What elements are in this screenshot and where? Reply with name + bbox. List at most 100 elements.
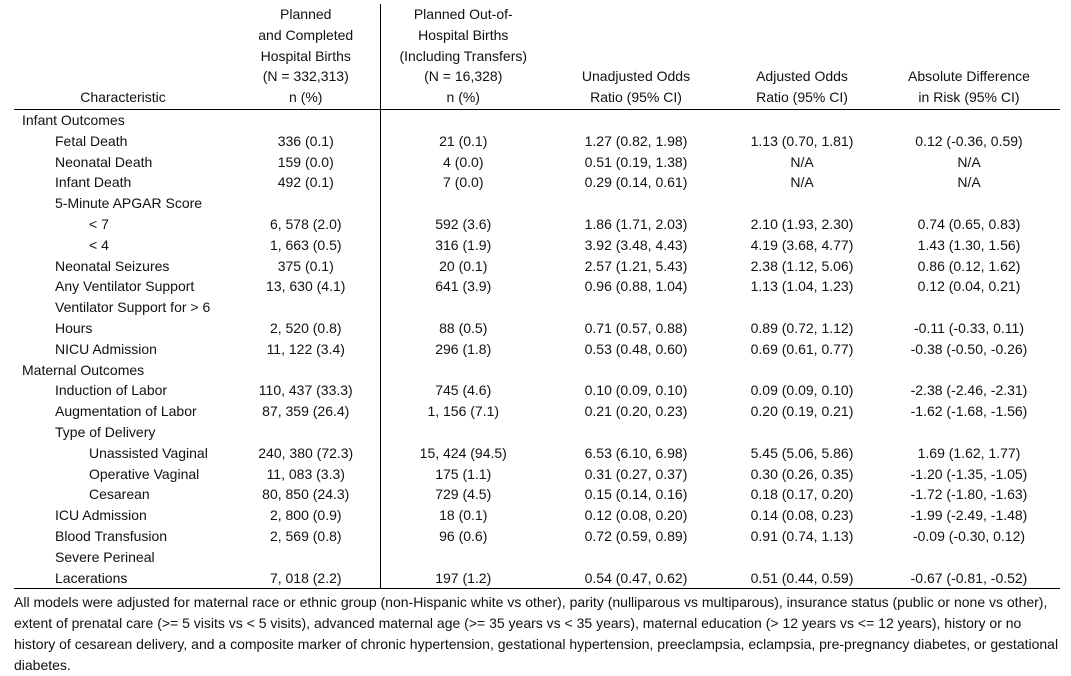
cell-adjusted-odds-ratio <box>726 193 878 214</box>
cell-absolute-difference: 0.12 (0.04, 0.21) <box>917 278 1021 295</box>
cell-out-of-hospital-births <box>380 547 546 568</box>
cell-hospital-births: 11, 122 (3.4) <box>232 338 381 360</box>
cell-unadjusted-odds-ratio: 0.21 (0.20, 0.23) <box>584 403 688 420</box>
cell-unadjusted-odds-ratio: 0.71 (0.57, 0.88) <box>584 319 688 336</box>
cell-unadjusted-odds-ratio <box>546 109 726 130</box>
cell-unadjusted-odds-ratio <box>546 297 726 318</box>
row-label: Any Ventilator Support <box>55 278 195 295</box>
cell-hospital-births: 11, 083 (3.3) <box>232 463 381 485</box>
table-row: Induction of Labor 110, 437 (33.3) 745 (4.… <box>14 380 1060 402</box>
cell-unadjusted-odds-ratio <box>546 193 726 214</box>
cell-hospital-births: 2, 520 (0.8) <box>232 317 381 339</box>
table-row: Operative Vaginal 11, 083 (3.3) 175 (1.1) 0… <box>14 463 1060 485</box>
cell-hospital-births: 13, 630 (4.1) <box>232 276 381 298</box>
header-out-of-hospital-births: Planned Out-of- Hospital Births (Includi… <box>380 4 546 110</box>
cell-out-of-hospital-births: 729 (4.5) <box>435 486 492 503</box>
cell-adjusted-odds-ratio <box>726 547 878 568</box>
table-row: Unassisted Vaginal 240, 380 (72.3) 15, 424… <box>14 442 1060 464</box>
cell-absolute-difference: 0.74 (0.65, 0.83) <box>917 215 1021 232</box>
header-absolute-difference: Absolute Difference in Risk (95% CI) <box>878 4 1060 110</box>
cell-adjusted-odds-ratio: 0.89 (0.72, 1.12) <box>750 319 854 336</box>
cell-unadjusted-odds-ratio: 0.10 (0.09, 0.10) <box>584 382 688 399</box>
cell-adjusted-odds-ratio: 0.09 (0.09, 0.10) <box>750 382 854 399</box>
table-row: Any Ventilator Support 13, 630 (4.1) 641 (… <box>14 276 1060 298</box>
cell-absolute-difference: -0.09 (-0.30, 0.12) <box>912 527 1026 544</box>
cell-adjusted-odds-ratio <box>726 422 878 443</box>
cell-adjusted-odds-ratio: 4.19 (3.68, 4.77) <box>750 236 854 253</box>
cell-absolute-difference <box>878 360 1060 381</box>
cell-adjusted-odds-ratio: 0.69 (0.61, 0.77) <box>750 340 854 357</box>
cell-absolute-difference <box>878 109 1060 130</box>
row-label: Fetal Death <box>55 132 128 149</box>
cell-hospital-births: 2, 569 (0.8) <box>232 525 381 547</box>
cell-unadjusted-odds-ratio: 1.86 (1.71, 2.03) <box>584 215 688 232</box>
cell-hospital-births: 80, 850 (24.3) <box>232 484 381 506</box>
cell-out-of-hospital-births <box>380 193 546 214</box>
cell-out-of-hospital-births: 641 (3.9) <box>435 278 492 295</box>
cell-out-of-hospital-births: 96 (0.6) <box>439 527 488 544</box>
table-row: Severe Perineal <box>14 546 1060 568</box>
cell-out-of-hospital-births <box>380 109 546 130</box>
cell-absolute-difference: 0.12 (-0.36, 0.59) <box>915 132 1023 149</box>
table-row: Fetal Death 336 (0.1) 21 (0.1) 1.27 (0.82, … <box>14 130 1060 152</box>
cell-absolute-difference: -1.62 (-1.68, -1.56) <box>910 403 1028 420</box>
table-row: Blood Transfusion 2, 569 (0.8) 96 (0.6) 0.7… <box>14 525 1060 547</box>
cell-absolute-difference: 1.69 (1.62, 1.77) <box>917 444 1021 461</box>
cell-adjusted-odds-ratio: 2.10 (1.93, 2.30) <box>750 215 854 232</box>
outcomes-table: Characteristic Planned and Completed Hos… <box>14 4 1060 676</box>
cell-absolute-difference: -0.11 (-0.33, 0.11) <box>914 319 1024 336</box>
cell-hospital-births: 87, 359 (26.4) <box>232 401 381 422</box>
section-label: Type of Delivery <box>55 423 156 440</box>
cell-hospital-births: 6, 578 (2.0) <box>232 213 381 235</box>
cell-hospital-births: 336 (0.1) <box>232 130 381 152</box>
cell-out-of-hospital-births: 745 (4.6) <box>435 382 492 399</box>
cell-adjusted-odds-ratio: 1.13 (0.70, 1.81) <box>750 132 854 149</box>
row-label: Infant Death <box>55 174 132 191</box>
cell-out-of-hospital-births: 18 (0.1) <box>439 507 488 524</box>
cell-absolute-difference: -1.72 (-1.80, -1.63) <box>910 486 1028 503</box>
cell-unadjusted-odds-ratio: 0.54 (0.47, 0.62) <box>584 569 688 586</box>
cell-adjusted-odds-ratio: 0.51 (0.44, 0.59) <box>750 569 854 586</box>
row-label: Blood Transfusion <box>55 527 168 544</box>
cell-hospital-births <box>232 109 381 131</box>
cell-absolute-difference: -1.20 (-1.35, -1.05) <box>910 465 1028 482</box>
cell-unadjusted-odds-ratio: 0.53 (0.48, 0.60) <box>584 340 688 357</box>
table-row: Cesarean 80, 850 (24.3) 729 (4.5) 0.15 (0.1… <box>14 484 1060 506</box>
footnote: All models were adjusted for maternal ra… <box>14 588 1060 676</box>
section-label: Maternal Outcomes <box>22 361 145 378</box>
cell-hospital-births: 7, 018 (2.2) <box>232 567 381 589</box>
header-adjusted-odds-ratio: Adjusted Odds Ratio (95% CI) <box>726 4 878 110</box>
cell-out-of-hospital-births: 592 (3.6) <box>435 215 492 232</box>
cell-out-of-hospital-births <box>380 297 546 318</box>
section-label: Infant Outcomes <box>22 111 125 128</box>
cell-unadjusted-odds-ratio: 0.12 (0.08, 0.20) <box>584 507 688 524</box>
cell-out-of-hospital-births: 20 (0.1) <box>439 257 488 274</box>
cell-adjusted-odds-ratio: N/A <box>790 174 814 191</box>
table-row: Ventilator Support for > 6 <box>14 297 1060 318</box>
cell-unadjusted-odds-ratio <box>546 422 726 443</box>
row-label: Lacerations <box>55 569 128 586</box>
table-row: Infant Outcomes <box>14 109 1060 131</box>
cell-out-of-hospital-births: 1, 156 (7.1) <box>427 403 500 420</box>
cell-absolute-difference: -1.99 (-2.49, -1.48) <box>910 507 1028 524</box>
cell-out-of-hospital-births: 4 (0.0) <box>443 153 484 170</box>
header-row: Characteristic Planned and Completed Hos… <box>14 4 1060 110</box>
cell-hospital-births <box>232 546 381 568</box>
row-label: Neonatal Death <box>55 153 153 170</box>
cell-adjusted-odds-ratio: 0.30 (0.26, 0.35) <box>750 465 854 482</box>
cell-hospital-births <box>232 297 381 318</box>
cell-adjusted-odds-ratio: N/A <box>790 153 814 170</box>
cell-adjusted-odds-ratio: 1.13 (1.04, 1.23) <box>750 278 854 295</box>
cell-hospital-births: 375 (0.1) <box>232 255 381 277</box>
cell-out-of-hospital-births: 316 (1.9) <box>435 236 492 253</box>
header-hospital-births: Planned and Completed Hospital Births (N… <box>232 4 381 110</box>
cell-absolute-difference: -2.38 (-2.46, -2.31) <box>910 382 1028 399</box>
table-row: NICU Admission 11, 122 (3.4) 296 (1.8) 0.53… <box>14 338 1060 360</box>
table-row: 5-Minute APGAR Score <box>14 193 1060 214</box>
table-row: Hours 2, 520 (0.8) 88 (0.5) 0.71 (0.57, 0.8… <box>14 317 1060 339</box>
cell-unadjusted-odds-ratio: 6.53 (6.10, 6.98) <box>584 444 688 461</box>
row-label: Operative Vaginal <box>89 465 200 482</box>
cell-absolute-difference: -0.67 (-0.81, -0.52) <box>910 569 1028 586</box>
cell-adjusted-odds-ratio <box>726 297 878 318</box>
table-row: Neonatal Death 159 (0.0) 4 (0.0) 0.51 (0.19… <box>14 151 1060 173</box>
